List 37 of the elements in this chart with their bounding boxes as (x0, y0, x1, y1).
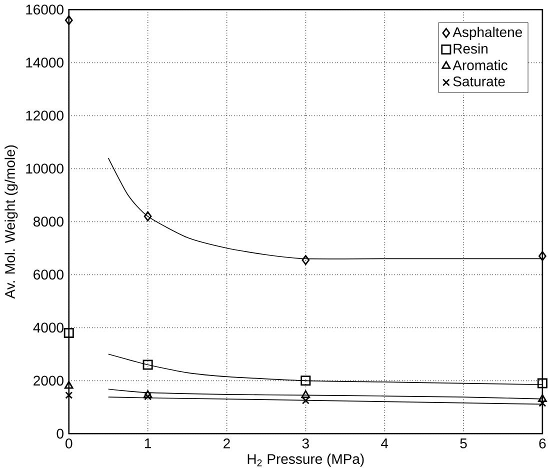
point (302, 254, 310, 265)
point (537, 378, 548, 388)
point (142, 360, 153, 370)
y-tick-label: 12000 (26, 110, 64, 120)
y-tick-label: 8000 (33, 216, 64, 226)
legend-label: Saturate (453, 76, 505, 86)
y-tick-label: 2000 (34, 376, 64, 386)
x-tick-label: 6 (539, 438, 546, 448)
point (64, 380, 74, 389)
y-tick-label: 4000 (33, 322, 64, 332)
point (144, 392, 152, 400)
x-tick-label: 3 (302, 438, 309, 448)
x-tick-label: 1 (144, 438, 152, 448)
x-tick-label: 0 (66, 438, 72, 448)
point (64, 15, 73, 26)
point (64, 328, 74, 338)
point (144, 211, 152, 222)
y-tick-label: 10000 (26, 163, 64, 174)
point (538, 250, 546, 261)
legend-label: Resin (454, 43, 488, 54)
x-tick-label: 2 (224, 438, 230, 448)
point (143, 390, 152, 398)
point (538, 394, 547, 402)
legend-label: Aromatic (452, 60, 508, 70)
x-tick-label: 4 (381, 438, 388, 448)
y-tick-label: 16000 (26, 4, 64, 14)
y-tick-label: 6000 (34, 269, 64, 280)
point (538, 399, 546, 407)
x-axis-title: H$_{2}$ Pressure (MPa) (248, 453, 364, 467)
point (301, 390, 310, 398)
x-tick-label: 5 (460, 438, 467, 448)
y-axis-title: Av. Mol. Weight (g/mole) (4, 145, 18, 299)
y-tick-label: 14000 (26, 57, 64, 68)
point (300, 375, 311, 386)
legend-label: Asphaltene (452, 26, 522, 40)
y-tick-label: 0 (56, 428, 64, 438)
point (65, 391, 73, 399)
